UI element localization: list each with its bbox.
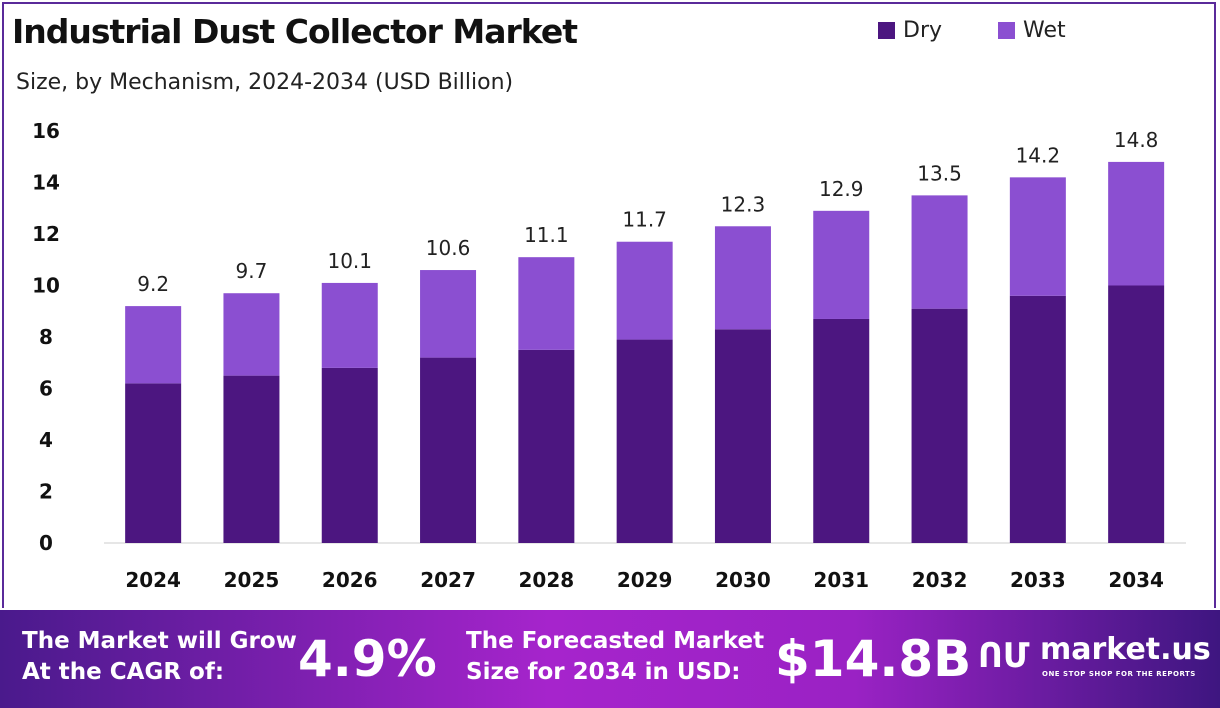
brand-logo-icon: ՈՄ (978, 636, 1030, 676)
bar-dry-2032 (911, 308, 968, 543)
bar-dry-2030 (714, 329, 771, 543)
y-tick-label: 6 (39, 377, 53, 401)
bar-wet-2027 (420, 270, 477, 358)
bar-dry-2031 (813, 318, 870, 543)
bar-dry-2027 (420, 357, 477, 543)
chart-frame (2, 2, 1216, 608)
cagr-label-line: At the CAGR of: (22, 659, 225, 685)
total-label: 10.6 (426, 236, 471, 260)
legend: Dry Wet (878, 18, 1066, 43)
x-tick-label: 2030 (715, 568, 771, 592)
bar-wet-2024 (125, 306, 182, 384)
y-tick-label: 10 (32, 274, 60, 298)
x-tick-label: 2033 (1010, 568, 1066, 592)
x-tick-label: 2027 (420, 568, 476, 592)
bar-dry-2028 (518, 349, 575, 543)
cagr-label: The Market will Grow At the CAGR of: (22, 626, 297, 688)
forecast-label-line: Size for 2034 in USD: (466, 659, 741, 685)
bar-wet-2028 (518, 257, 575, 350)
x-tick-label: 2025 (224, 568, 280, 592)
bar-wet-2033 (1009, 177, 1066, 296)
forecast-label: The Forecasted Market Size for 2034 in US… (466, 626, 764, 688)
bar-chart: 0 2 4 6 8 10 12 14 16 9.2 2024 9.7 2025 10.1 2026 10.6 2… (32, 119, 1186, 592)
legend-label: Wet (1023, 18, 1066, 43)
legend-item-wet: Wet (998, 18, 1066, 43)
total-label: 12.3 (721, 192, 766, 216)
chart-subtitle: Size, by Mechanism, 2024-2034 (USD Billi… (16, 70, 514, 95)
bar-dry-2033 (1009, 295, 1066, 543)
chart-title: Industrial Dust Collector Market (12, 12, 578, 51)
brand-name: market.us (1040, 632, 1211, 667)
x-tick-label: 2024 (125, 568, 181, 592)
x-tick-label: 2028 (519, 568, 575, 592)
bar-wet-2034 (1108, 161, 1165, 286)
bar-dry-2034 (1108, 285, 1165, 543)
y-tick-label: 14 (32, 171, 60, 195)
total-label: 14.2 (1016, 143, 1061, 167)
bar-wet-2031 (813, 210, 870, 319)
brand-tagline: ONE STOP SHOP FOR THE REPORTS (1042, 670, 1196, 678)
total-label: 12.9 (819, 177, 864, 201)
x-tick-label: 2026 (322, 568, 378, 592)
legend-item-dry: Dry (878, 18, 942, 43)
legend-label: Dry (903, 18, 943, 43)
bar-wet-2026 (321, 282, 378, 368)
y-tick-label: 2 (39, 480, 53, 504)
bar-dry-2026 (321, 367, 378, 543)
bar-dry-2024 (125, 383, 182, 543)
y-tick-label: 12 (32, 222, 60, 246)
legend-swatch-dry (878, 22, 895, 39)
total-label: 14.8 (1114, 128, 1159, 152)
bar-wet-2029 (616, 241, 673, 340)
x-tick-label: 2031 (813, 568, 869, 592)
total-label: 13.5 (917, 161, 962, 185)
y-tick-label: 16 (32, 119, 60, 143)
bar-dry-2025 (223, 375, 280, 543)
bar-wet-2025 (223, 293, 280, 376)
bar-wet-2032 (911, 195, 968, 309)
bar-wet-2030 (714, 226, 771, 330)
forecast-label-line: The Forecasted Market (466, 628, 765, 654)
legend-swatch-wet (998, 22, 1016, 39)
forecast-value: $14.8B (775, 630, 972, 688)
bar-dry-2029 (616, 339, 673, 543)
total-label: 11.7 (622, 208, 667, 232)
x-tick-label: 2032 (912, 568, 968, 592)
total-label: 11.1 (524, 223, 569, 247)
y-tick-label: 0 (39, 531, 53, 555)
cagr-label-line: The Market will Grow (22, 628, 297, 654)
total-label: 9.2 (137, 272, 169, 296)
y-tick-label: 4 (39, 428, 53, 452)
x-tick-label: 2034 (1108, 568, 1164, 592)
total-label: 9.7 (236, 259, 268, 283)
y-tick-label: 8 (39, 325, 53, 349)
x-tick-label: 2029 (617, 568, 673, 592)
total-label: 10.1 (327, 249, 372, 273)
footer-banner: The Market will Grow At the CAGR of: 4.9%… (0, 610, 1220, 708)
cagr-value: 4.9% (298, 630, 437, 688)
